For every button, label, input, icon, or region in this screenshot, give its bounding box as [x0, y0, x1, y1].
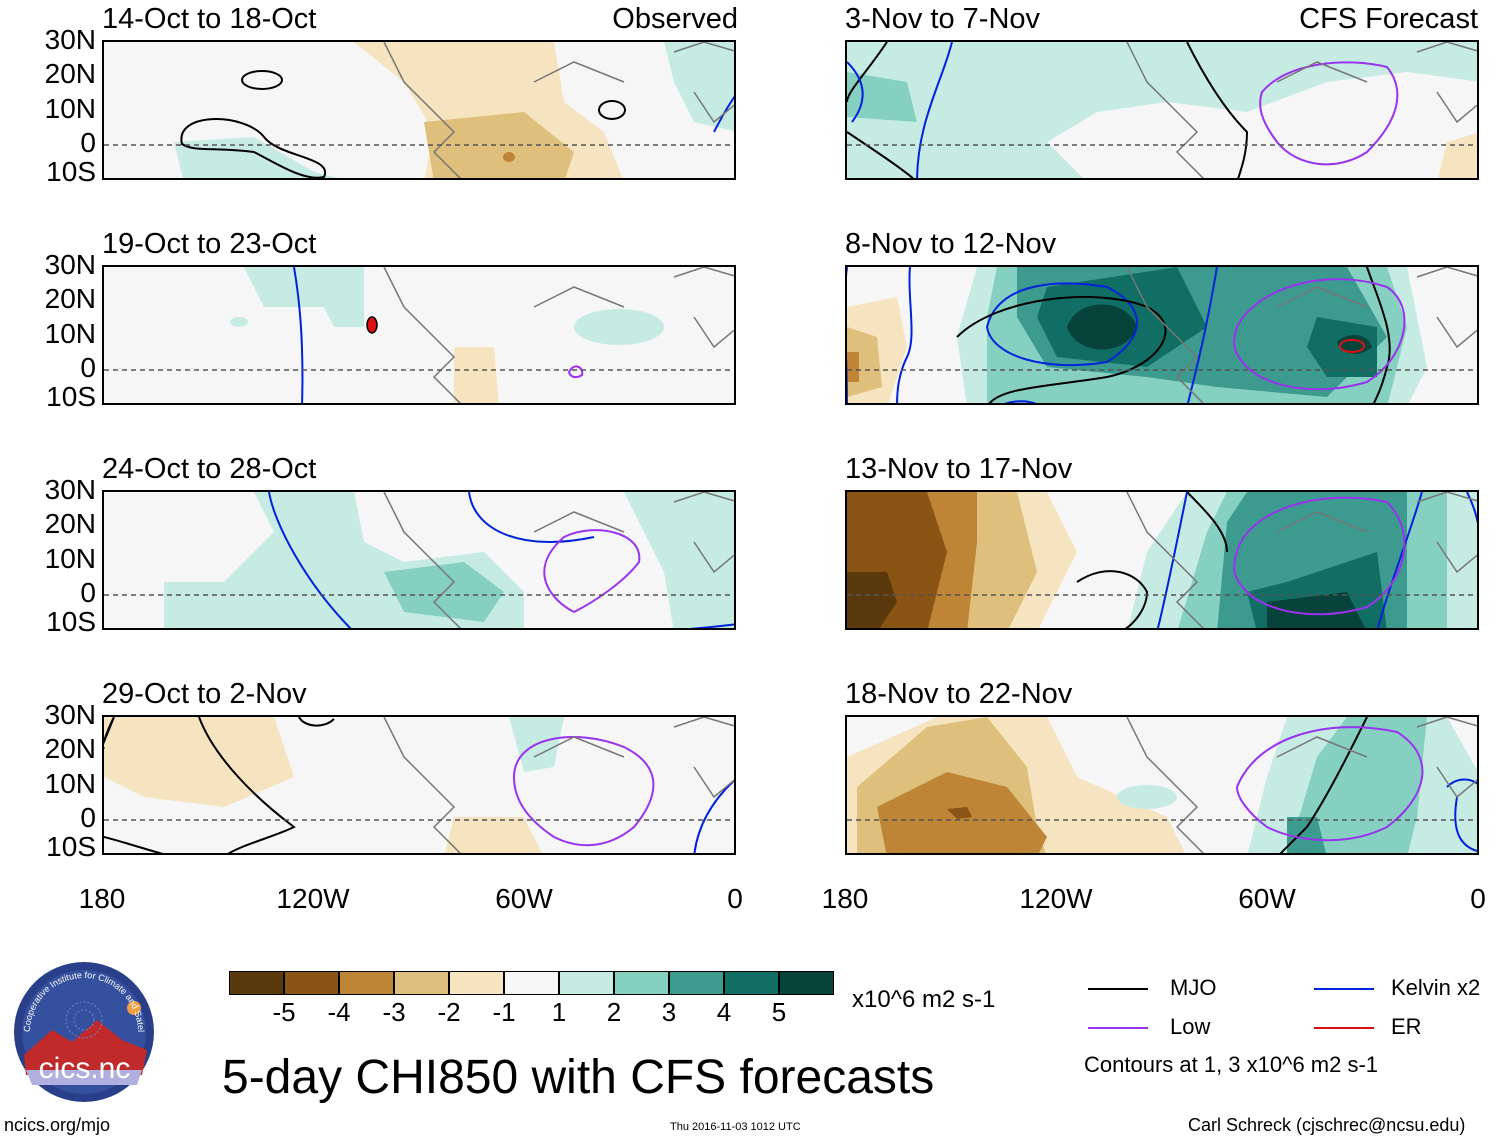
colorbar-label: 2	[606, 997, 622, 1027]
panel-title: 29-Oct to 2-Nov	[102, 678, 307, 710]
map-panel	[102, 40, 736, 180]
colorbar-label: 3	[661, 997, 677, 1027]
map-panel	[102, 490, 736, 630]
main-title: 5-day CHI850 with CFS forecasts	[222, 1051, 935, 1104]
colorbar-swatch	[284, 971, 339, 995]
legend-mjo-line	[1088, 988, 1148, 990]
lat-label: 20N	[44, 508, 96, 539]
colorbar-swatch	[779, 971, 834, 995]
lat-label: 0	[80, 127, 96, 158]
lat-label: 10N	[44, 318, 96, 349]
panel-title: 3-Nov to 7-Nov	[845, 3, 1041, 35]
legend-er-label: ER	[1391, 1014, 1422, 1039]
colorbar-label: -1	[492, 997, 516, 1027]
legend-low-line	[1088, 1027, 1148, 1029]
map-panel	[102, 715, 736, 855]
lon-label: 180	[821, 883, 869, 914]
colorbar-swatch	[614, 971, 669, 995]
map-panel	[845, 40, 1479, 180]
legend-low-label: Low	[1170, 1014, 1211, 1039]
colorbar-swatch	[339, 971, 394, 995]
map-panel	[845, 715, 1479, 855]
panel-title: 18-Nov to 22-Nov	[845, 678, 1073, 710]
colorbar-swatch	[229, 971, 284, 995]
colorbar-label: 1	[551, 997, 567, 1027]
lat-label: 10S	[46, 606, 96, 637]
colorbar-label: -4	[327, 997, 351, 1027]
map-panel	[102, 265, 736, 405]
colorbar-label: 5	[771, 997, 787, 1027]
lon-label: 120W	[1019, 883, 1093, 914]
colorbar-swatch	[504, 971, 559, 995]
lon-label: 120W	[276, 883, 350, 914]
map-panel	[845, 265, 1479, 405]
lat-label: 30N	[44, 474, 96, 505]
colorbar-label: -5	[272, 997, 296, 1027]
panel-title: 19-Oct to 23-Oct	[102, 228, 317, 260]
lat-label: 10N	[44, 768, 96, 799]
lat-label: 20N	[44, 58, 96, 89]
colorbar-swatch	[669, 971, 724, 995]
observed-label: Observed	[612, 3, 738, 35]
panel-title: 14-Oct to 18-Oct	[102, 3, 317, 35]
footer-author: Carl Schreck (cjschrec@ncsu.edu)	[1188, 1115, 1466, 1135]
lat-label: 0	[80, 577, 96, 608]
colorbar-label: 4	[716, 997, 732, 1027]
lat-label: 0	[80, 802, 96, 833]
map-panel	[845, 490, 1479, 630]
legend-note: Contours at 1, 3 x10^6 m2 s-1	[1084, 1052, 1379, 1077]
lat-label: 30N	[44, 699, 96, 730]
lat-label: 20N	[44, 283, 96, 314]
colorbar-label: -3	[382, 997, 406, 1027]
colorbar-label: -2	[437, 997, 461, 1027]
lat-label: 10S	[46, 381, 96, 412]
legend-er-line	[1314, 1027, 1374, 1029]
lat-label: 0	[80, 352, 96, 383]
lat-label: 10S	[46, 831, 96, 862]
colorbar-swatch	[724, 971, 779, 995]
cics-logo: Cooperative Institute for Climate and Sa…	[9, 952, 157, 1105]
panel-title: 24-Oct to 28-Oct	[102, 453, 317, 485]
lon-label: 0	[1470, 883, 1486, 914]
lon-label: 60W	[1238, 883, 1296, 914]
lat-label: 30N	[44, 24, 96, 55]
lon-label: 0	[727, 883, 743, 914]
colorbar	[229, 971, 834, 995]
lat-label: 10S	[46, 156, 96, 187]
colorbar-swatch	[559, 971, 614, 995]
cfs-forecast-label: CFS Forecast	[1299, 3, 1478, 35]
colorbar-swatch	[449, 971, 504, 995]
legend-kelvin-label: Kelvin x2	[1391, 975, 1481, 1000]
lat-label: 20N	[44, 733, 96, 764]
lon-label: 180	[78, 883, 126, 914]
lat-label: 30N	[44, 249, 96, 280]
legend-mjo-label: MJO	[1170, 975, 1217, 1000]
colorbar-swatch	[394, 971, 449, 995]
footer-timestamp: Thu 2016-11-03 1012 UTC	[670, 1121, 801, 1133]
lon-label: 60W	[495, 883, 553, 914]
lat-label: 10N	[44, 93, 96, 124]
panel-title: 8-Nov to 12-Nov	[845, 228, 1057, 260]
lat-label: 10N	[44, 543, 96, 574]
logo-text: cics.nc	[38, 1052, 131, 1085]
legend-kelvin-line	[1314, 988, 1374, 990]
colorbar-units: x10^6 m2 s-1	[852, 986, 996, 1013]
panel-title: 13-Nov to 17-Nov	[845, 453, 1073, 485]
footer-url[interactable]: ncics.org/mjo	[4, 1115, 111, 1135]
